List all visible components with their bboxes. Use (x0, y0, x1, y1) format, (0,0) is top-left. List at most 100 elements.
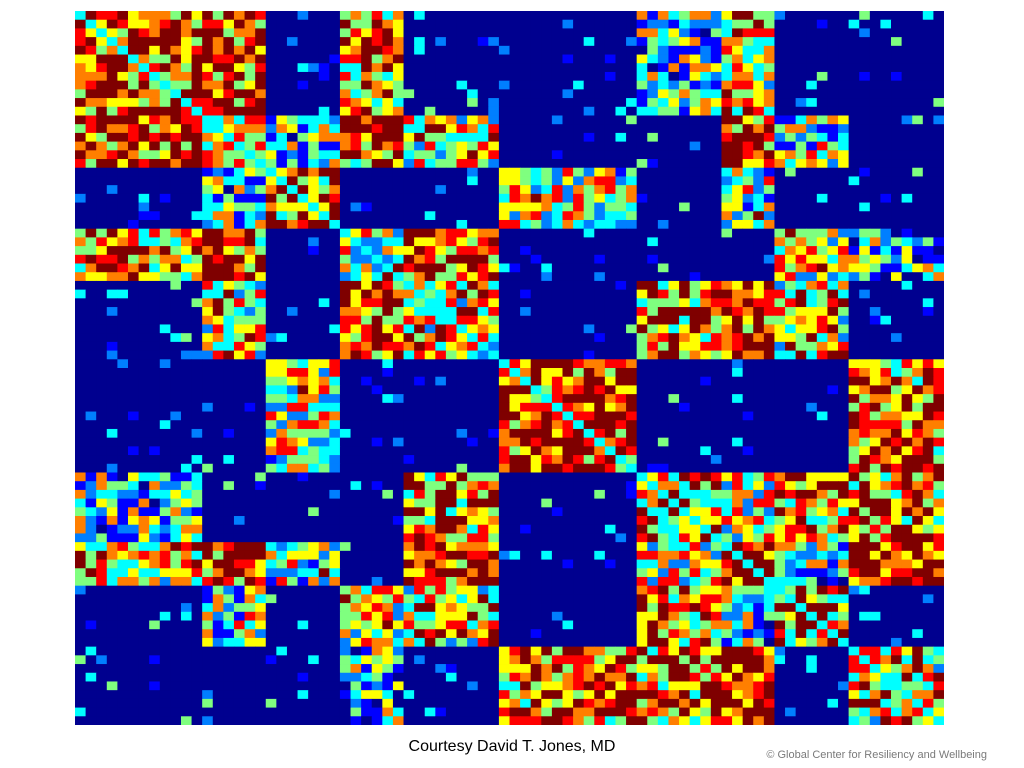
heatmap-cell (286, 37, 298, 47)
heatmap-cell (318, 167, 330, 177)
heatmap-cell (626, 524, 638, 534)
heatmap-cell (138, 115, 150, 125)
heatmap-cell (371, 428, 383, 439)
heatmap-cell (350, 402, 362, 412)
heatmap-cell (753, 359, 765, 369)
heatmap-cell (180, 193, 192, 203)
heatmap-cell (170, 350, 182, 360)
heatmap-cell (106, 533, 118, 543)
heatmap-cell (424, 324, 436, 334)
heatmap-cell (785, 141, 797, 151)
heatmap-cell (255, 289, 267, 299)
heatmap-cell (403, 411, 415, 421)
heatmap-cell (350, 124, 362, 134)
heatmap-cell (573, 193, 585, 203)
heatmap-cell (573, 359, 585, 369)
heatmap-cell (573, 402, 585, 412)
heatmap-cell (424, 376, 436, 386)
heatmap-cell (403, 315, 415, 325)
heatmap-cell (742, 411, 754, 421)
heatmap-cell (318, 150, 330, 160)
heatmap-cell (350, 37, 362, 47)
heatmap-cell (106, 298, 118, 308)
heatmap-cell (901, 394, 913, 404)
heatmap-cell (657, 307, 669, 317)
heatmap-cell (85, 254, 97, 264)
heatmap-cell (594, 368, 606, 378)
heatmap-cell (382, 516, 394, 526)
heatmap-cell (297, 307, 309, 317)
heatmap-cell (138, 246, 150, 256)
heatmap-cell (922, 455, 934, 465)
heatmap-cell (922, 333, 934, 343)
heatmap-cell (297, 289, 309, 299)
heatmap-cell (456, 193, 468, 203)
heatmap-cell (647, 45, 659, 55)
heatmap-cell (233, 193, 245, 203)
heatmap-cell (350, 71, 362, 82)
heatmap-cell (615, 211, 627, 221)
heatmap-cell (318, 272, 330, 282)
heatmap-cell (869, 507, 881, 517)
heatmap-cell (339, 219, 351, 230)
heatmap-cell (838, 324, 850, 334)
heatmap-cell (106, 45, 118, 55)
heatmap-cell (276, 211, 288, 221)
heatmap-cell (223, 185, 235, 195)
heatmap-cell (255, 368, 267, 378)
heatmap-cell (541, 89, 553, 99)
heatmap-cell (806, 80, 818, 90)
heatmap-cell (477, 333, 489, 343)
heatmap-cell (170, 193, 182, 203)
heatmap-cell (785, 315, 797, 325)
heatmap-cell (700, 420, 712, 430)
heatmap-cell (170, 272, 182, 282)
heatmap-cell (297, 272, 309, 282)
heatmap-cell (149, 516, 161, 526)
heatmap-cell (180, 437, 192, 447)
heatmap-cell (869, 63, 881, 73)
heatmap-cell (297, 54, 309, 64)
heatmap-cell (816, 315, 828, 325)
heatmap-cell (933, 516, 944, 526)
heatmap-cell (265, 455, 277, 465)
heatmap-cell (276, 237, 288, 247)
heatmap-cell (594, 150, 606, 160)
heatmap-cell (753, 246, 765, 256)
heatmap-cell (403, 167, 415, 177)
heatmap-cell (636, 298, 648, 308)
heatmap-cell (922, 71, 934, 82)
heatmap-cell (85, 219, 97, 230)
heatmap-cell (626, 324, 638, 334)
heatmap-cell (329, 71, 341, 82)
heatmap-cell (96, 132, 108, 143)
heatmap-cell (562, 159, 574, 169)
heatmap-cell (859, 481, 871, 491)
heatmap-cell (891, 420, 903, 430)
heatmap-cell (551, 115, 563, 125)
heatmap-cell (212, 45, 224, 55)
heatmap-cell (753, 489, 765, 500)
heatmap-cell (636, 394, 648, 404)
heatmap-cell (710, 272, 722, 282)
heatmap-cell (96, 185, 108, 195)
heatmap-cell (159, 193, 171, 203)
heatmap-cell (138, 237, 150, 247)
heatmap-cell (774, 89, 786, 99)
heatmap-cell (96, 211, 108, 221)
heatmap-cell (732, 228, 744, 238)
heatmap-cell (477, 481, 489, 491)
heatmap-cell (816, 211, 828, 221)
heatmap-cell (488, 289, 500, 299)
heatmap-cell (562, 272, 574, 282)
heatmap-cell (498, 202, 510, 212)
heatmap-cell (689, 333, 701, 343)
heatmap-cell (233, 98, 245, 108)
heatmap-cell (339, 402, 351, 412)
heatmap-cell (657, 498, 669, 508)
heatmap-cell (403, 219, 415, 230)
heatmap-cell (838, 376, 850, 386)
heatmap-cell (520, 446, 532, 456)
heatmap-cell (159, 437, 171, 447)
heatmap-cell (233, 333, 245, 343)
